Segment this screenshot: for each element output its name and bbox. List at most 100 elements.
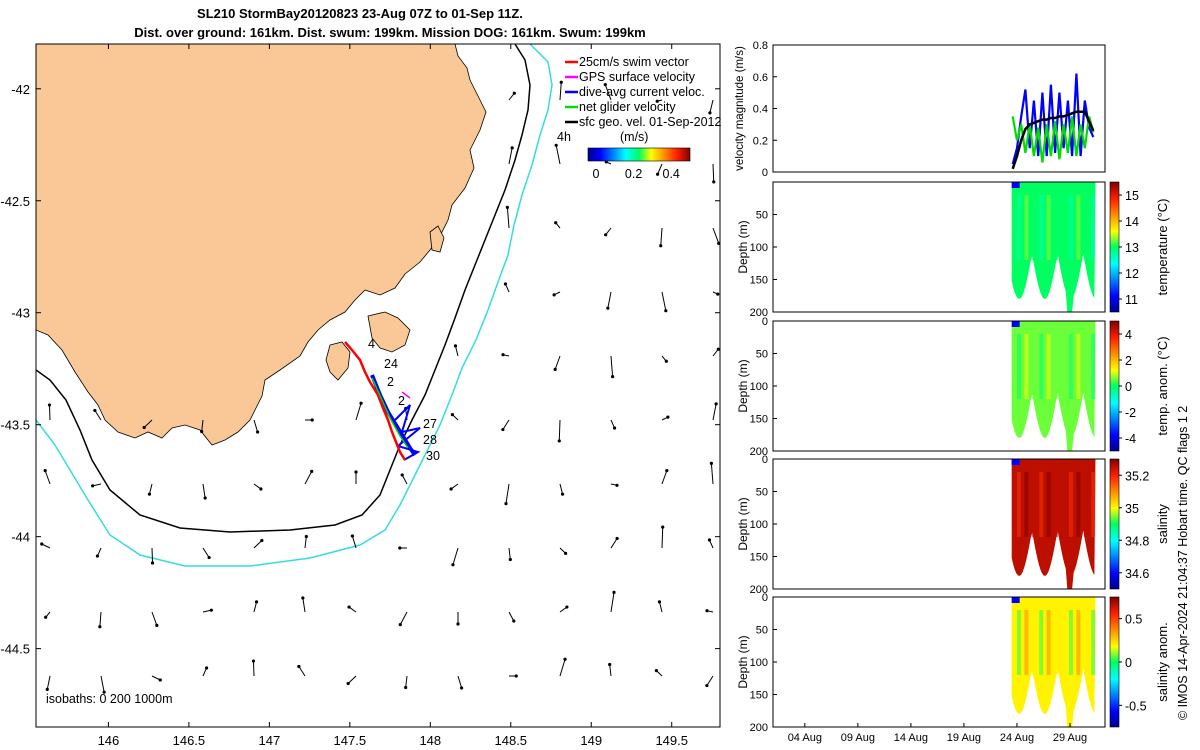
y-tick-label: 150 bbox=[750, 690, 768, 702]
arrow-head bbox=[350, 534, 354, 538]
arrow-head bbox=[666, 415, 670, 419]
arrow-head bbox=[564, 551, 568, 555]
land-mass bbox=[36, 44, 487, 446]
section-stripe bbox=[1024, 610, 1029, 675]
arrow-head bbox=[203, 496, 207, 500]
section-stripe bbox=[1068, 610, 1073, 675]
arrow-head bbox=[563, 657, 567, 661]
geo-velocity-arrow bbox=[505, 483, 510, 504]
arrow-head bbox=[98, 625, 102, 629]
arrow-head bbox=[95, 554, 100, 558]
colorbar-label: salinity anom. bbox=[1155, 622, 1170, 701]
series-line-2 bbox=[1011, 116, 1095, 163]
arrow-head bbox=[297, 664, 301, 669]
y-tick-label: 100 bbox=[750, 381, 768, 393]
credit-text: © IMOS 14-Apr-2024 21:04:37 Hobart time.… bbox=[1176, 405, 1190, 720]
arrow-head bbox=[565, 605, 569, 609]
arrow-head bbox=[656, 172, 660, 176]
arrow-head bbox=[557, 439, 561, 443]
geo-velocity-arrow bbox=[253, 540, 263, 549]
geo-velocity-arrow bbox=[660, 227, 663, 246]
y-tick-label: 50 bbox=[756, 487, 768, 499]
geo-velocity-arrow bbox=[304, 536, 307, 549]
arrow-head bbox=[102, 690, 106, 694]
arrow-head bbox=[705, 683, 709, 688]
arrow-head bbox=[501, 353, 505, 357]
colorbar-tick-label: 15 bbox=[1125, 189, 1139, 203]
legend-label: sfc geo. vel. 01-Sep-2012 bbox=[579, 115, 721, 129]
section-stripe bbox=[1046, 610, 1051, 675]
geo-velocity-arrow bbox=[355, 403, 362, 421]
geo-velocity-arrow bbox=[302, 597, 306, 613]
panel-2: 50 100 150 200 Depth (m) 11 12 13 14 15 temperatur… bbox=[736, 181, 1170, 319]
y-tick-label: 50 bbox=[756, 349, 768, 361]
geo-velocity-arrow bbox=[148, 483, 153, 495]
colorbar-tick-label: 4 bbox=[1125, 328, 1132, 342]
arrow-head bbox=[717, 241, 720, 245]
geo-velocity-arrow bbox=[558, 419, 561, 441]
geo-velocity-arrow bbox=[607, 291, 612, 309]
geo-velocity-arrow bbox=[304, 471, 313, 485]
arrow-head bbox=[142, 425, 146, 430]
geo-velocity-arrow bbox=[506, 207, 510, 229]
section-stripe bbox=[1061, 610, 1066, 675]
track-day-label: 27 bbox=[423, 417, 437, 431]
arrow-head bbox=[91, 484, 95, 488]
arrow-head bbox=[200, 429, 204, 434]
geo-velocity-arrow bbox=[712, 403, 717, 421]
arrow-head bbox=[657, 600, 662, 604]
colorbar-tick-label: -4 bbox=[1125, 432, 1136, 446]
arrow-head bbox=[705, 609, 709, 613]
arrow-head bbox=[664, 359, 668, 363]
geo-velocity-arrow bbox=[452, 547, 459, 565]
geo-velocity-arrow bbox=[559, 659, 566, 677]
section-stripe bbox=[1061, 334, 1066, 399]
colorbar-tick-label: 35 bbox=[1125, 502, 1139, 516]
section-stripe bbox=[1024, 195, 1029, 260]
y-tick-label: 200 bbox=[750, 307, 768, 319]
arrow-head bbox=[612, 590, 616, 594]
isobath-200 bbox=[36, 44, 531, 533]
section-stripe bbox=[1039, 472, 1044, 537]
colorbar-label: (m/s) bbox=[620, 130, 648, 144]
y-tick-label: 0 bbox=[762, 592, 768, 604]
arrow-head bbox=[259, 487, 263, 491]
arrow-head bbox=[301, 596, 305, 600]
colorbar-tick-label: -2 bbox=[1125, 406, 1136, 420]
geo-velocity-arrow bbox=[709, 99, 714, 113]
arrow-head bbox=[661, 525, 665, 529]
arrow-head bbox=[665, 469, 669, 473]
geo-velocity-arrow bbox=[554, 355, 561, 370]
arrow-head bbox=[512, 91, 516, 95]
geo-velocity-arrow bbox=[151, 611, 158, 626]
arrow-head bbox=[93, 408, 97, 413]
geo-velocity-arrow bbox=[559, 483, 564, 495]
section-stripe bbox=[1076, 472, 1081, 537]
arrow-head bbox=[615, 483, 619, 487]
geo-velocity-arrow bbox=[657, 163, 663, 175]
arrow-head bbox=[508, 557, 512, 562]
arrow-head bbox=[554, 221, 558, 225]
section-stripe bbox=[1024, 472, 1029, 537]
geo-velocity-arrow bbox=[94, 410, 102, 421]
y-axis-label: Depth (m) bbox=[736, 220, 750, 273]
arrow-head bbox=[209, 608, 213, 612]
colorbar-tick-label: 14 bbox=[1125, 215, 1139, 229]
geo-velocity-arrow bbox=[658, 601, 663, 613]
panel-1: 0 0.2 0.4 0.6 0.8 velocity magnitude (m/s) bbox=[735, 40, 1106, 179]
colorbar-label: temperature (°C) bbox=[1155, 199, 1170, 296]
panel-5: 0 50 100 150 200 Depth (m) -0.5 0 0.5 salinity an… bbox=[736, 592, 1170, 734]
time-tick-label: 24 Aug bbox=[1000, 732, 1034, 744]
section-stripe bbox=[1031, 610, 1036, 675]
arrow-head bbox=[254, 600, 259, 604]
isobath-label: isobaths: 0 200 1000m bbox=[46, 692, 172, 706]
geo-velocity-arrow bbox=[351, 535, 357, 549]
map-x-tick-label: 148.5 bbox=[495, 733, 528, 748]
series-line-3 bbox=[1011, 110, 1095, 170]
track-day-label: 28 bbox=[423, 433, 437, 447]
arrow-head bbox=[504, 502, 508, 506]
arrow-head bbox=[708, 111, 712, 115]
time-axis: 04 Aug 09 Aug 14 Aug 19 Aug 24 Aug 29 Aug bbox=[788, 723, 1087, 744]
colorbar-tick-label: 0.5 bbox=[1125, 613, 1142, 627]
y-tick-label: 200 bbox=[750, 446, 768, 458]
